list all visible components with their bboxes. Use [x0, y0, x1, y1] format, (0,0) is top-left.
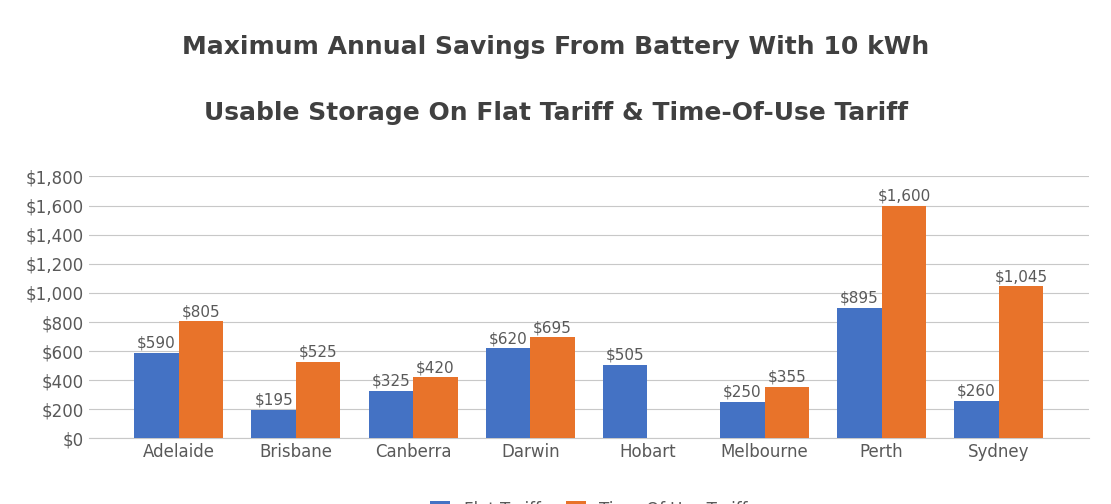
Text: $1,600: $1,600: [878, 188, 931, 203]
Text: $695: $695: [533, 320, 572, 335]
Text: $355: $355: [768, 369, 807, 385]
Bar: [134, 353, 179, 438]
Text: $505: $505: [605, 348, 644, 363]
Text: $895: $895: [840, 291, 879, 306]
Text: $420: $420: [416, 360, 454, 375]
Bar: [720, 402, 764, 438]
Bar: [530, 337, 574, 438]
Bar: [251, 410, 296, 438]
Text: $250: $250: [723, 385, 762, 400]
Bar: [413, 377, 458, 438]
Text: Maximum Annual Savings From Battery With 10 kWh: Maximum Annual Savings From Battery With…: [182, 35, 929, 59]
Text: $525: $525: [299, 345, 338, 360]
Text: $195: $195: [254, 393, 293, 408]
Bar: [999, 286, 1043, 438]
Bar: [486, 348, 530, 438]
Text: $805: $805: [182, 304, 220, 319]
Bar: [764, 387, 809, 438]
Text: $1,045: $1,045: [994, 269, 1048, 284]
Legend: Flat Tariff, Time-Of-Use Tariff: Flat Tariff, Time-Of-Use Tariff: [423, 494, 754, 504]
Bar: [838, 308, 882, 438]
Bar: [369, 391, 413, 438]
Bar: [954, 401, 999, 438]
Bar: [882, 206, 927, 438]
Bar: [603, 365, 648, 438]
Text: $620: $620: [489, 331, 528, 346]
Bar: [296, 362, 340, 438]
Text: $260: $260: [958, 384, 995, 399]
Bar: [179, 321, 223, 438]
Text: Usable Storage On Flat Tariff & Time-Of-Use Tariff: Usable Storage On Flat Tariff & Time-Of-…: [203, 101, 908, 125]
Text: $590: $590: [138, 335, 176, 350]
Text: $325: $325: [371, 374, 410, 389]
